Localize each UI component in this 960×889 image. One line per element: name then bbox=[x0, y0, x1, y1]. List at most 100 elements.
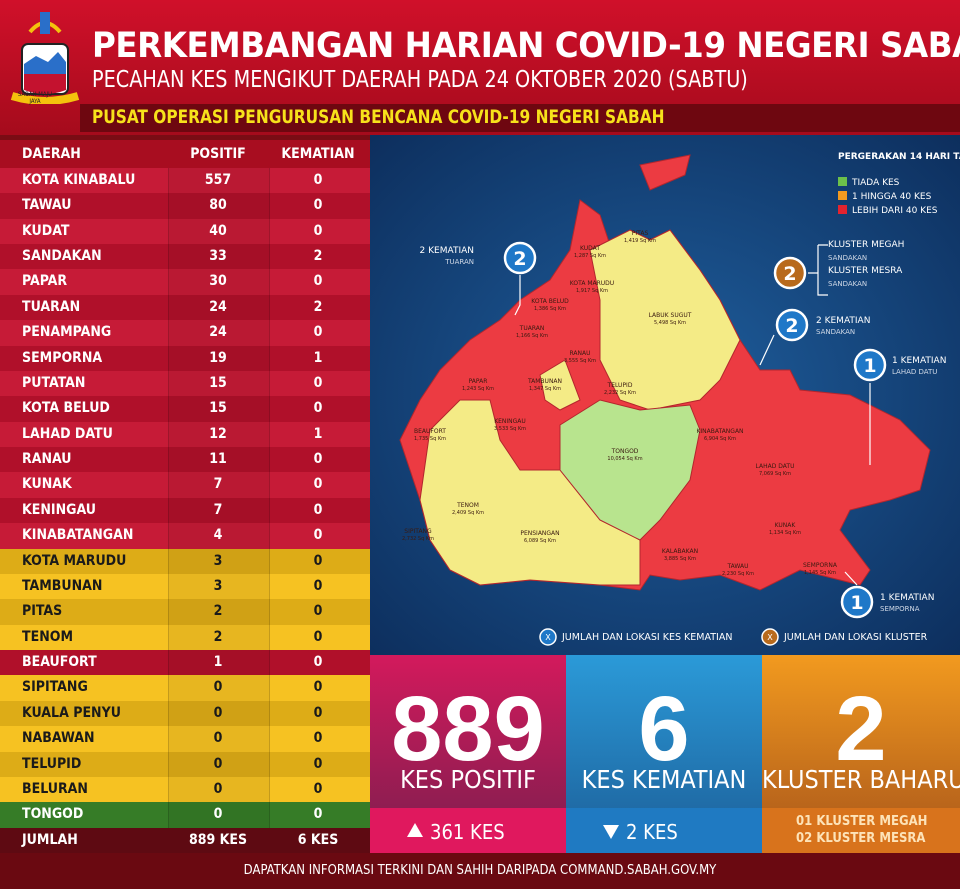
callout-text: SANDAKAN bbox=[828, 280, 867, 288]
cell: RANAU bbox=[22, 451, 72, 468]
district-area: 1,287 Sq Km bbox=[574, 253, 606, 259]
district-name: TUARAN bbox=[519, 325, 545, 332]
district-area: 2,409 Sq Km bbox=[452, 510, 484, 516]
stat-note: 01 KLUSTER MEGAH bbox=[796, 814, 928, 829]
legend-swatch bbox=[838, 177, 847, 186]
district-name: SIPITANG bbox=[404, 528, 432, 535]
cell: TAWAU bbox=[22, 197, 72, 214]
cell: 0 bbox=[313, 527, 323, 544]
row-shade bbox=[0, 320, 370, 346]
cell: PUTATAN bbox=[22, 374, 86, 391]
cell: NABAWAN bbox=[22, 730, 95, 747]
callout-text: KLUSTER MESRA bbox=[828, 266, 903, 276]
cell: KUDAT bbox=[22, 222, 70, 239]
callout-text: 1 KEMATIAN bbox=[880, 593, 934, 603]
table-row: PENAMPANG 24 0 bbox=[0, 320, 370, 346]
column-divider bbox=[168, 370, 270, 397]
cell: 0 bbox=[213, 704, 223, 721]
stat-strip: 01 KLUSTER MEGAH 02 KLUSTER MESRA bbox=[762, 808, 960, 853]
key-circle bbox=[761, 628, 779, 646]
callout-text: SEMPORNA bbox=[880, 605, 920, 613]
district-area: 1,419 Sq Km bbox=[624, 238, 656, 244]
legend-label: 1 HINGGA 40 KES bbox=[852, 192, 932, 202]
district-name: TONGOD bbox=[611, 448, 639, 455]
column-divider bbox=[168, 548, 270, 574]
cell: 15 bbox=[209, 400, 227, 417]
table-row: KUDAT 40 0 bbox=[0, 218, 370, 245]
key-mark: X bbox=[767, 633, 773, 642]
table-row: NABAWAN 0 0 bbox=[0, 726, 370, 752]
table-row: SANDAKAN 33 2 bbox=[0, 244, 370, 270]
cell: 0 bbox=[313, 704, 323, 721]
district-name: SEMPORNA bbox=[803, 562, 838, 569]
district-area: 6,089 Sq Km bbox=[524, 538, 556, 544]
cell: PAPAR bbox=[22, 273, 68, 290]
callout-text: 1 KEMATIAN bbox=[892, 356, 946, 366]
column-divider bbox=[168, 244, 270, 270]
cell: 0 bbox=[313, 197, 323, 214]
row-shade bbox=[0, 751, 370, 777]
cell: 0 bbox=[313, 400, 323, 417]
column-divider bbox=[168, 573, 270, 600]
district-area: 1,134 Sq Km bbox=[769, 530, 801, 536]
cell: PITAS bbox=[22, 603, 63, 620]
stat-panel: 889 KES POSITIF 361 KES bbox=[370, 655, 566, 853]
callout-count: 1 bbox=[863, 355, 876, 377]
table-row: KENINGAU 7 0 bbox=[0, 497, 370, 524]
callout-count: 2 bbox=[785, 315, 798, 337]
row-shade bbox=[0, 548, 370, 574]
table-row: PITAS 2 0 bbox=[0, 599, 370, 625]
district-area: 5,498 Sq Km bbox=[654, 320, 686, 326]
table-row: KUALA PENYU 0 0 bbox=[0, 700, 370, 727]
column-divider bbox=[168, 447, 270, 473]
stat-value: 6 bbox=[638, 678, 690, 780]
column-divider bbox=[168, 675, 270, 701]
stat-strip: 361 KES bbox=[370, 808, 566, 853]
district-name: KENINGAU bbox=[494, 418, 526, 425]
cell: 2 bbox=[213, 628, 223, 645]
row-shade bbox=[0, 193, 370, 219]
callout-circle bbox=[503, 241, 537, 275]
column-divider bbox=[168, 497, 270, 524]
district-name: LAHAD DATU bbox=[756, 463, 795, 470]
cell: 0 bbox=[313, 501, 323, 518]
row-shade bbox=[0, 573, 370, 600]
row-shade bbox=[0, 700, 370, 727]
cell: 4 bbox=[213, 527, 223, 544]
map: PERGERAKAN 14 HARI TABURAN KES TIADA KES 1… bbox=[370, 135, 960, 655]
stat-panel: 2 KLUSTER BAHARU 01 KLUSTER MEGAH 02 KLU… bbox=[762, 655, 960, 853]
row-shade bbox=[0, 523, 370, 549]
cell: 0 bbox=[213, 730, 223, 747]
cell: 40 bbox=[209, 222, 227, 239]
logo bbox=[10, 12, 80, 104]
table-row: KUNAK 7 0 bbox=[0, 472, 370, 498]
row-shade bbox=[0, 244, 370, 270]
table-row: TAWAU 80 0 bbox=[0, 193, 370, 219]
cell: 15 bbox=[209, 374, 227, 391]
district-area: 1,145 Sq Km bbox=[804, 570, 836, 576]
row-shade bbox=[0, 497, 370, 524]
cell: 2 bbox=[213, 603, 223, 620]
stat-label: KLUSTER BAHARU bbox=[762, 765, 960, 794]
cell: 0 bbox=[313, 451, 323, 468]
cell: SEMPORNA bbox=[22, 349, 103, 366]
row-shade bbox=[0, 447, 370, 473]
district-name: KINABATANGAN bbox=[696, 428, 743, 435]
cell: KUNAK bbox=[22, 476, 72, 493]
cell: TAMBUNAN bbox=[22, 577, 103, 594]
row-shade bbox=[0, 599, 370, 625]
column-divider bbox=[168, 802, 270, 828]
stat-change: 361 KES bbox=[430, 820, 505, 844]
column-header: POSITIF bbox=[190, 146, 246, 162]
callout-count: 2 bbox=[783, 263, 796, 285]
callout-count: 1 bbox=[850, 592, 863, 614]
district-name: TELUPID bbox=[607, 382, 633, 389]
district-area: 1,917 Sq Km bbox=[576, 288, 608, 294]
cell: 889 KES bbox=[188, 831, 248, 848]
callout-circle bbox=[840, 585, 874, 619]
cell: KUALA PENYU bbox=[22, 704, 121, 721]
cell: 1 bbox=[313, 349, 323, 366]
stat-label: KES POSITIF bbox=[400, 765, 536, 794]
cell: 0 bbox=[313, 755, 323, 772]
table-row: TENOM 2 0 bbox=[0, 624, 370, 651]
